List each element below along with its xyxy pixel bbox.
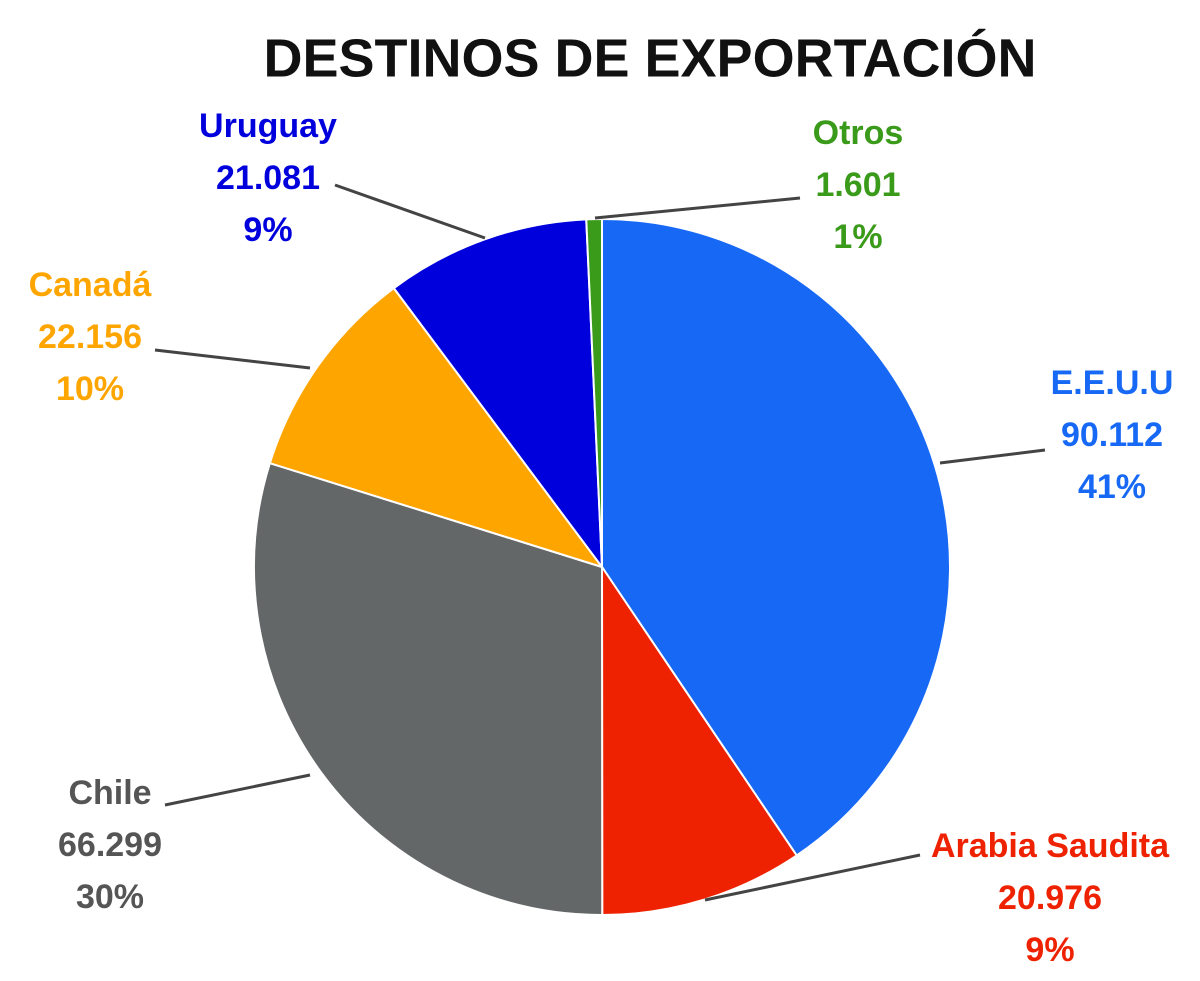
value-label: 22.156 bbox=[38, 318, 142, 356]
leader-line bbox=[164, 773, 311, 807]
percent-label: 30% bbox=[76, 878, 144, 916]
percent-label: 9% bbox=[1025, 931, 1074, 969]
value-label: 20.976 bbox=[998, 879, 1102, 917]
percent-label: 41% bbox=[1078, 468, 1146, 506]
pie-slice bbox=[392, 218, 604, 571]
pie-slice bbox=[600, 563, 799, 917]
leader-line bbox=[154, 348, 311, 370]
slice-label: Uruguay bbox=[199, 107, 337, 145]
value-label: 66.299 bbox=[58, 826, 162, 864]
pie-slice bbox=[601, 217, 951, 857]
percent-label: 10% bbox=[56, 370, 124, 408]
slice-label: Otros bbox=[813, 114, 904, 152]
percent-label: 9% bbox=[243, 211, 292, 249]
leader-line bbox=[594, 196, 801, 220]
slice-label: Arabia Saudita bbox=[931, 827, 1170, 865]
value-label: 90.112 bbox=[1061, 416, 1163, 454]
leader-line bbox=[939, 448, 1046, 465]
value-label: 1.601 bbox=[815, 166, 900, 204]
chart-title: DESTINOS DE EXPORTACIÓN bbox=[263, 28, 1036, 88]
pie-slice bbox=[585, 217, 603, 568]
leader-line bbox=[704, 853, 921, 902]
slice-label: E.E.U.U bbox=[1051, 364, 1174, 402]
value-label: 21.081 bbox=[216, 159, 320, 197]
slice-label: Chile bbox=[68, 774, 151, 812]
slice-label: Canadá bbox=[29, 266, 152, 304]
percent-label: 1% bbox=[833, 218, 882, 256]
pie-slice bbox=[253, 461, 604, 917]
leader-line bbox=[334, 183, 486, 240]
pie-slice bbox=[268, 286, 605, 569]
